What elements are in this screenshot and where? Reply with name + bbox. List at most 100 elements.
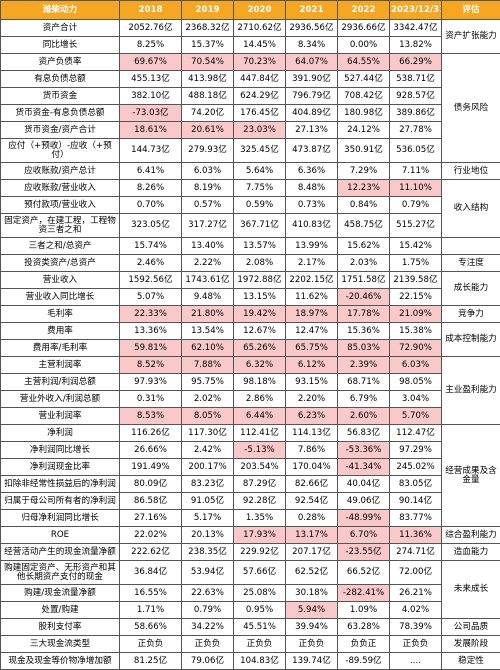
row-label: 毛利率 [1,306,120,323]
value-cell: 1.09% [338,602,390,619]
value-cell: 21.09% [390,306,442,323]
value-cell: 8.53% [120,408,182,425]
value-cell: 83.05亿 [390,476,442,493]
value-cell: 2.22% [182,255,234,272]
value-cell: 191.49% [120,459,182,476]
row-label: 购建固定资产、无形资产和其他长期资产支付的现金 [1,561,120,585]
value-cell: -5.13% [234,442,286,459]
value-cell: 正负负 [234,636,286,653]
value-cell: -23.55亿 [338,544,390,561]
value-cell: 6.12% [286,357,338,374]
value-cell: 78.39% [390,619,442,636]
assessment-cell: 造血能力 [442,544,500,561]
value-cell: 65.75% [286,340,338,357]
value-cell: 2.60% [338,408,390,425]
value-cell: 404.89亿 [286,105,338,122]
assessment-cell: 竞争力 [442,306,500,323]
value-cell: 26.66% [120,442,182,459]
value-cell: 112.41亿 [234,425,286,442]
value-cell: 2139.58亿 [390,272,442,289]
value-cell: 708.42亿 [338,88,390,105]
value-cell: 6.03% [390,357,442,374]
value-cell: 22.02% [120,527,182,544]
value-cell: 14.45% [234,37,286,54]
value-cell: 458.75亿 [338,214,390,238]
value-cell: 68.71% [338,374,390,391]
value-cell: 15.42% [390,238,442,255]
row-label: 归母净利润同比增长 [1,510,120,527]
value-cell: -20.46% [338,289,390,306]
value-cell: 12.23% [338,180,390,197]
value-cell: 0.79% [390,197,442,214]
value-cell: 6.41% [120,163,182,180]
row-label: 有息负债总额 [1,71,120,88]
value-cell: 413.98亿 [182,71,234,88]
value-cell: 19.42% [234,306,286,323]
value-cell: 0.31% [120,391,182,408]
assessment-cell: 未来成长 [442,561,500,619]
value-cell: 49.06亿 [338,493,390,510]
value-cell: 317.27亿 [182,214,234,238]
row-label: 股利支付率 [1,619,120,636]
value-cell: 2202.15亿 [286,272,338,289]
row-label: 应收账款/营业收入 [1,180,120,197]
value-cell: 98.18% [234,374,286,391]
row-label: 货币资金 [1,88,120,105]
header-cell: 2019 [182,1,234,20]
value-cell: 6.23% [286,408,338,425]
value-cell: 26.21% [390,585,442,602]
value-cell: 66.52亿 [338,561,390,585]
value-cell: 1972.88亿 [234,272,286,289]
row-label: 货币资金-有息负债总额 [1,105,120,122]
value-cell: 92.54亿 [286,493,338,510]
row-label: 资产合计 [1,20,120,37]
value-cell: 58.66% [120,619,182,636]
value-cell: 1592.56亿 [120,272,182,289]
value-cell: 180.98亿 [338,105,390,122]
value-cell: 64.55% [338,54,390,71]
header-cell: 2021 [286,1,338,20]
value-cell: 0.00% [338,37,390,54]
assessment-cell: 成长能力 [442,272,500,306]
value-cell: 3.04% [390,391,442,408]
value-cell: 69.67% [120,54,182,71]
row-label: 主营利润率 [1,357,120,374]
value-cell: 正负负 [120,636,182,653]
value-cell: 30.18% [286,585,338,602]
value-cell: 正负负 [390,636,442,653]
value-cell: 59.81% [120,340,182,357]
value-cell: 81.25亿 [120,653,182,670]
value-cell: 350.91亿 [338,139,390,163]
value-cell: 8.05% [182,408,234,425]
row-label: 购建/现金流量净额 [1,585,120,602]
value-cell: 36.84亿 [120,561,182,585]
row-label: 扣除非经常性损益后的净利润 [1,476,120,493]
value-cell: 13.17% [286,527,338,544]
value-cell: 正负负 [182,636,234,653]
value-cell: 2.08% [234,255,286,272]
assessment-cell: 经营成果及含金量 [442,425,500,527]
value-cell: 45.51% [234,619,286,636]
value-cell: 6.70% [338,527,390,544]
row-label: 营业收入 [1,272,120,289]
value-cell: 2710.62亿 [234,20,286,37]
row-label: 归属于母公司所有者的净利润 [1,493,120,510]
row-label: 固定资产，在建工程，工程物资三者之和 [1,214,120,238]
value-cell: 6.03% [182,163,234,180]
value-cell: 2368.32亿 [182,20,234,37]
value-cell: 112.47亿 [390,425,442,442]
value-cell: 8.26% [120,180,182,197]
row-label: ROE [1,527,120,544]
value-cell: -282.41% [338,585,390,602]
value-cell: 13.36% [120,323,182,340]
